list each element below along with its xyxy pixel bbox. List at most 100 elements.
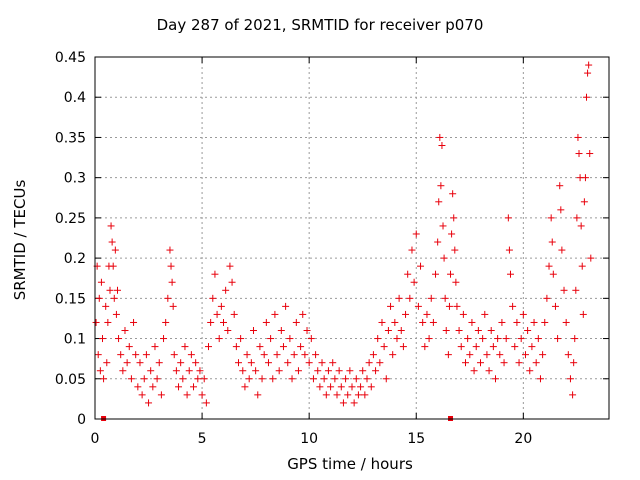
data-point — [168, 278, 176, 286]
data-point — [423, 310, 431, 318]
data-point — [393, 335, 401, 343]
data-point — [577, 222, 585, 230]
data-point — [98, 335, 106, 343]
data-point — [464, 335, 472, 343]
data-point — [299, 310, 307, 318]
data-point — [408, 246, 416, 254]
data-point — [487, 327, 495, 335]
data-point — [142, 351, 150, 359]
data-point — [237, 335, 245, 343]
data-point — [421, 343, 429, 351]
data-point — [536, 375, 544, 383]
data-point — [402, 310, 410, 318]
data-point — [254, 391, 262, 399]
data-point — [100, 375, 108, 383]
y-axis-label: SRMTID / TECUs — [11, 179, 29, 301]
data-point — [445, 302, 453, 310]
data-point — [462, 359, 470, 367]
data-point — [532, 359, 540, 367]
data-point — [220, 318, 227, 326]
data-point — [113, 286, 121, 294]
data-point — [269, 375, 277, 383]
data-point — [500, 359, 508, 367]
data-point — [564, 351, 572, 359]
data-point — [459, 310, 467, 318]
data-point — [372, 367, 380, 375]
data-point — [125, 343, 133, 351]
data-point — [549, 270, 557, 278]
data-point — [324, 367, 332, 375]
data-point — [112, 310, 120, 318]
x-tick-label: 15 — [407, 431, 425, 447]
data-point — [183, 391, 191, 399]
data-point — [260, 351, 268, 359]
data-point — [344, 391, 352, 399]
data-point — [350, 399, 358, 407]
data-point — [279, 343, 287, 351]
data-point — [213, 310, 221, 318]
data-point — [457, 343, 465, 351]
data-point — [162, 318, 170, 326]
data-point — [447, 270, 455, 278]
data-point — [234, 359, 242, 367]
data-point — [157, 391, 165, 399]
data-point — [572, 286, 580, 294]
data-point — [481, 310, 489, 318]
data-point — [305, 359, 313, 367]
data-point — [170, 351, 178, 359]
data-point — [412, 230, 420, 238]
data-point — [417, 262, 425, 270]
data-point — [138, 391, 146, 399]
data-point — [399, 343, 407, 351]
data-point — [558, 246, 566, 254]
data-point — [316, 383, 324, 391]
data-point — [149, 383, 157, 391]
data-point — [557, 206, 565, 214]
y-tick-label: 0.15 — [55, 291, 86, 307]
data-point — [301, 351, 309, 359]
data-point — [264, 359, 272, 367]
data-point — [160, 335, 168, 343]
data-point — [222, 286, 230, 294]
y-tick-label: 0.05 — [55, 372, 86, 388]
data-point — [382, 375, 390, 383]
data-point — [241, 383, 249, 391]
data-point — [187, 351, 195, 359]
data-point — [494, 335, 502, 343]
data-point — [541, 318, 549, 326]
data-point — [419, 318, 427, 326]
data-point — [354, 391, 362, 399]
data-point — [92, 318, 100, 326]
data-point — [209, 294, 217, 302]
data-point — [147, 367, 155, 375]
data-point — [571, 335, 579, 343]
data-point — [107, 222, 115, 230]
data-point — [303, 327, 311, 335]
data-point — [258, 375, 266, 383]
data-point — [509, 302, 517, 310]
data-point — [547, 214, 555, 222]
data-point — [357, 383, 365, 391]
data-point — [352, 375, 360, 383]
data-point — [267, 335, 275, 343]
data-point — [466, 351, 474, 359]
data-point — [583, 93, 591, 101]
data-point — [574, 133, 582, 141]
data-point — [513, 318, 521, 326]
data-point — [224, 327, 232, 335]
data-point — [290, 351, 298, 359]
data-point — [243, 351, 251, 359]
data-point — [342, 375, 350, 383]
data-point — [587, 254, 595, 262]
data-point — [346, 367, 354, 375]
data-point — [578, 262, 586, 270]
data-point — [192, 359, 200, 367]
data-point — [506, 270, 514, 278]
y-tick-label: 0 — [77, 412, 86, 428]
x-tick-label: 0 — [91, 431, 100, 447]
data-point — [551, 302, 559, 310]
data-point — [524, 327, 532, 335]
data-point — [444, 351, 452, 359]
y-tick-label: 0.45 — [55, 50, 86, 66]
